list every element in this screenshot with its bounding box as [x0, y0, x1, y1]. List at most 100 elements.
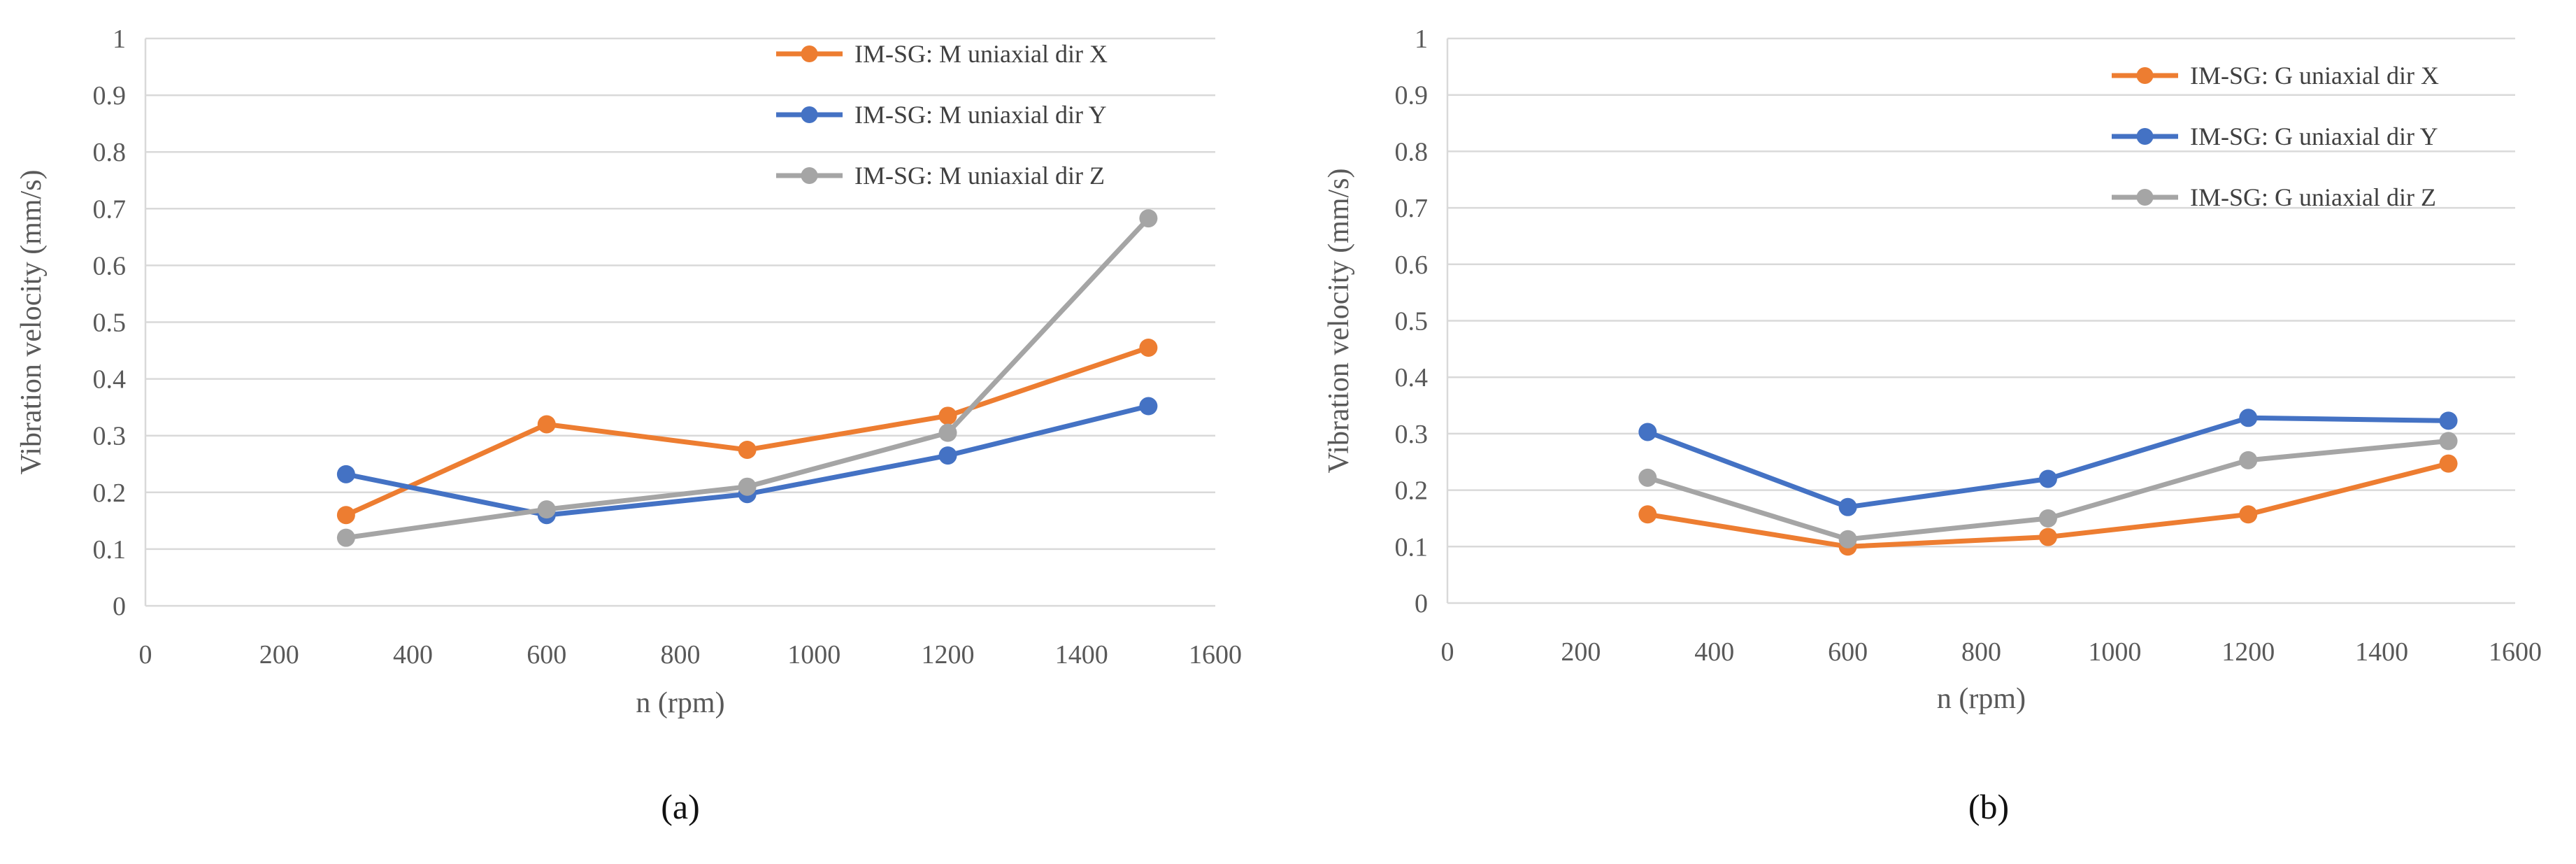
data-point — [2439, 432, 2458, 451]
y-tick-label: 0.3 — [93, 422, 127, 451]
y-tick-label: 0.8 — [1395, 137, 1429, 167]
y-tick-label: 0.4 — [93, 365, 127, 395]
data-point — [1638, 423, 1657, 441]
data-point — [2439, 411, 2458, 430]
data-point — [336, 528, 355, 547]
legend-label: IM-SG: M uniaxial dir X — [854, 40, 1108, 68]
panel-caption: (a) — [661, 787, 700, 826]
x-tick-label: 200 — [259, 640, 299, 670]
x-tick-label: 200 — [1561, 637, 1601, 667]
series-2 — [336, 397, 1158, 525]
data-point — [938, 406, 957, 425]
x-tick-label: 1200 — [922, 640, 975, 670]
y-tick-label: 0.8 — [93, 138, 127, 167]
data-point — [1838, 530, 1857, 548]
y-tick-label: 0.1 — [1395, 532, 1429, 562]
y-tick-label: 0.6 — [93, 251, 127, 281]
x-tick-label: 1400 — [1055, 640, 1108, 670]
data-point — [1139, 209, 1158, 228]
legend-marker — [801, 167, 818, 184]
x-tick-label: 400 — [393, 640, 433, 670]
y-tick-label: 0.5 — [93, 309, 127, 338]
legend-marker — [801, 45, 818, 62]
x-tick-label: 400 — [1694, 637, 1734, 667]
data-point — [336, 506, 355, 525]
legend-marker — [2136, 67, 2154, 84]
series-3 — [336, 209, 1158, 547]
data-point — [1638, 468, 1657, 487]
legend-label: IM-SG: G uniaxial dir Z — [2190, 183, 2436, 211]
legend-item[interactable]: IM-SG: M uniaxial dir Y — [776, 101, 1107, 129]
x-tick-label: 600 — [527, 640, 566, 670]
x-tick-label: 1200 — [2221, 637, 2275, 667]
data-point — [2239, 451, 2258, 469]
x-tick-label: 800 — [661, 640, 701, 670]
legend-label: IM-SG: M uniaxial dir Y — [854, 101, 1107, 129]
y-axis-title: Vibration velocity (mm/s) — [1323, 168, 1355, 473]
x-tick-label: 0 — [139, 640, 152, 670]
y-tick-label: 1 — [1415, 24, 1428, 54]
x-tick-label: 1600 — [2489, 637, 2542, 667]
series-1 — [1638, 454, 2458, 556]
legend-marker — [2136, 189, 2154, 206]
legend-marker — [2136, 128, 2154, 145]
data-point — [1838, 497, 1857, 516]
legend-item[interactable]: IM-SG: M uniaxial dir X — [776, 40, 1108, 68]
data-point — [738, 440, 757, 459]
series-3 — [1638, 432, 2458, 548]
x-tick-label: 600 — [1828, 637, 1868, 667]
legend: IM-SG: G uniaxial dir X IM-SG: G uniaxial… — [2112, 62, 2439, 211]
series-2 — [1638, 409, 2458, 516]
y-tick-label: 0.6 — [1395, 250, 1429, 280]
y-tick-label: 0.9 — [93, 81, 127, 111]
x-axis-title: n (rpm) — [636, 687, 724, 719]
data-point — [1139, 397, 1158, 416]
legend-item[interactable]: IM-SG: M uniaxial dir Z — [776, 162, 1105, 190]
data-point — [537, 500, 556, 519]
chart-panel-a: 0 0.1 0.2 0.3 0.4 0.5 0.6 0.7 0.8 0.9 1 0 200 400 600 8… — [15, 24, 1242, 826]
data-point — [2239, 409, 2258, 427]
legend: IM-SG: M uniaxial dir X IM-SG: M uniaxial… — [776, 40, 1108, 190]
x-tick-label: 1400 — [2355, 637, 2408, 667]
series-1 — [336, 338, 1158, 525]
x-tick-label: 0 — [1441, 637, 1454, 667]
data-point — [938, 446, 957, 465]
legend-marker — [801, 106, 818, 123]
y-tick-label: 0.9 — [1395, 81, 1429, 111]
y-tick-label: 1 — [113, 24, 126, 54]
data-point — [938, 423, 957, 442]
data-point — [2439, 454, 2458, 473]
legend-item[interactable]: IM-SG: G uniaxial dir X — [2112, 62, 2439, 90]
y-tick-label: 0.7 — [93, 194, 127, 224]
legend-label: IM-SG: G uniaxial dir X — [2190, 62, 2439, 90]
y-tick-label: 0.5 — [1395, 307, 1429, 337]
legend-item[interactable]: IM-SG: G uniaxial dir Y — [2112, 122, 2438, 150]
y-tick-label: 0.3 — [1395, 420, 1429, 449]
x-axis-title: n (rpm) — [1937, 683, 2026, 715]
legend-label: IM-SG: G uniaxial dir Y — [2190, 122, 2438, 150]
y-tick-label: 0 — [113, 592, 126, 621]
data-point — [2038, 509, 2057, 527]
x-tick-label: 1000 — [2088, 637, 2141, 667]
y-axis-title: Vibration velocity (mm/s) — [15, 169, 48, 474]
y-tick-label: 0.7 — [1395, 194, 1429, 223]
y-tick-label: 0.2 — [93, 479, 127, 508]
chart-panel-b: 0 0.1 0.2 0.3 0.4 0.5 0.6 0.7 0.8 0.9 1 0 200 400 600 8… — [1323, 24, 2542, 826]
data-point — [537, 415, 556, 434]
data-point — [336, 465, 355, 483]
data-point — [2038, 527, 2057, 546]
data-point — [2239, 505, 2258, 524]
legend-label: IM-SG: M uniaxial dir Z — [854, 162, 1105, 190]
x-tick-label: 1600 — [1189, 640, 1242, 670]
data-point — [738, 477, 757, 496]
y-tick-label: 0.2 — [1395, 476, 1429, 506]
legend-item[interactable]: IM-SG: G uniaxial dir Z — [2112, 183, 2436, 211]
panel-caption: (b) — [1968, 787, 2009, 826]
y-tick-label: 0.4 — [1395, 363, 1429, 392]
y-tick-label: 0 — [1415, 589, 1428, 618]
y-tick-label: 0.1 — [93, 535, 127, 565]
data-point — [1139, 338, 1158, 357]
data-point — [2038, 469, 2057, 488]
